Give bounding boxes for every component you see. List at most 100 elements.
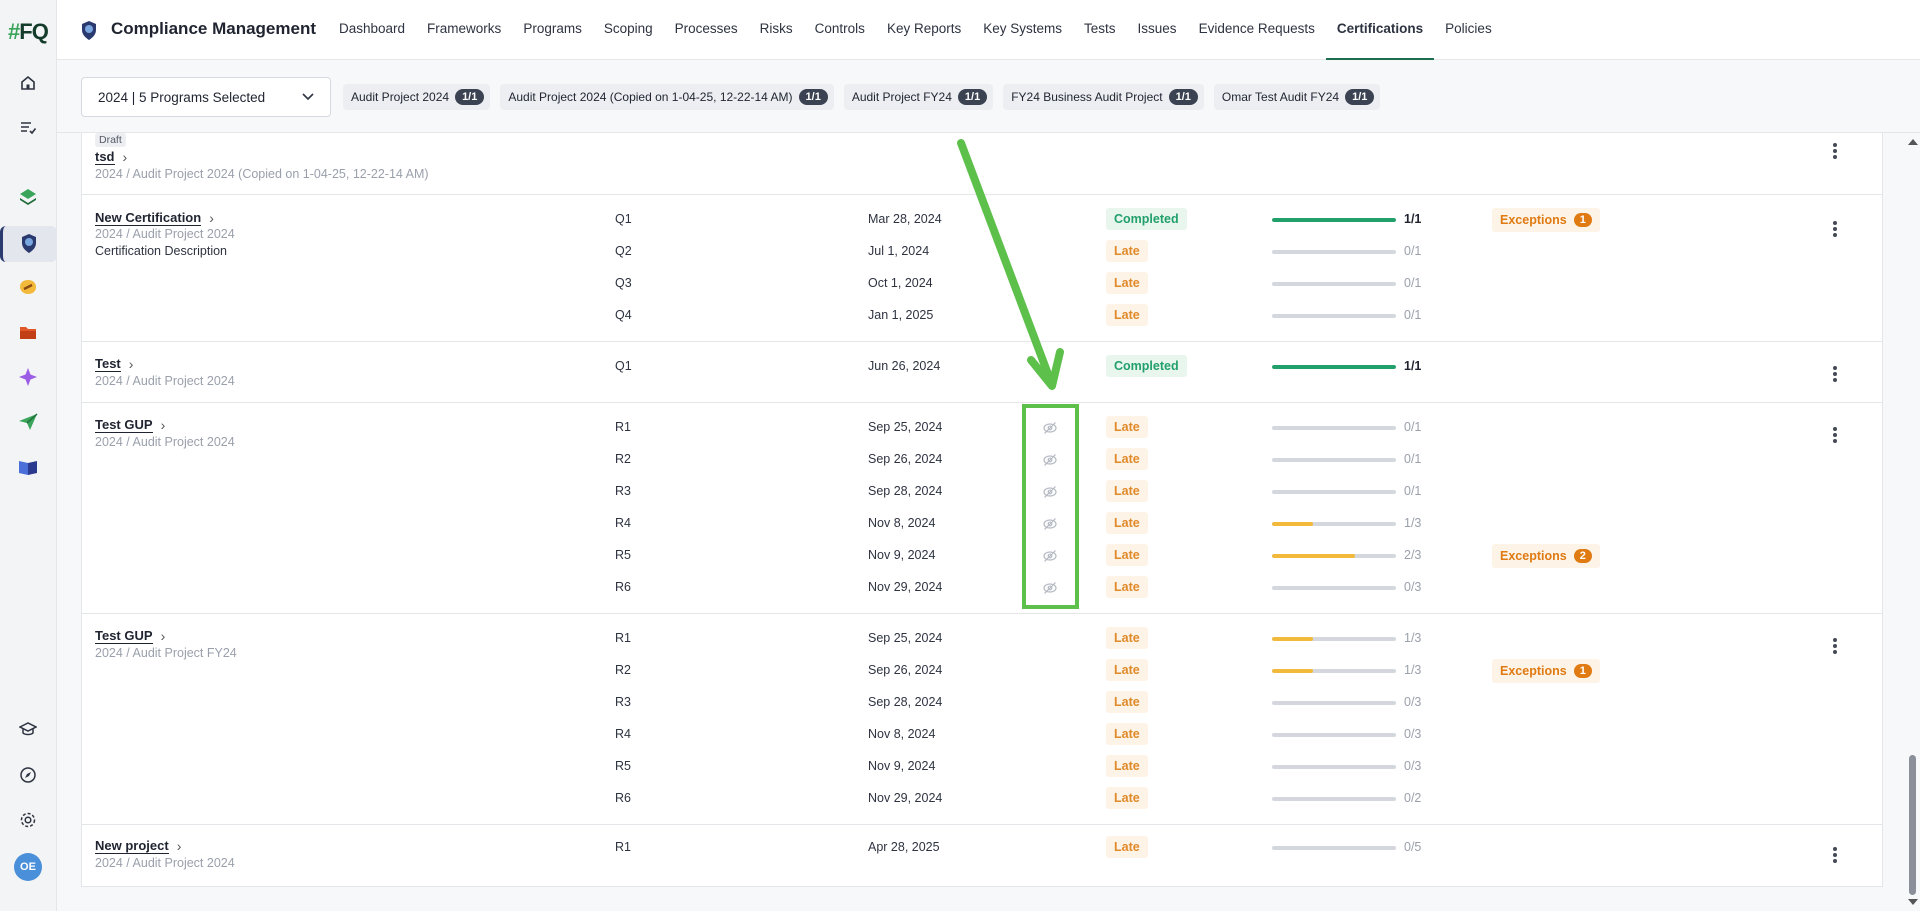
period-row[interactable]: Q3 Oct 1, 2024 Late 0/1	[82, 271, 1882, 297]
user-avatar[interactable]: OE	[14, 853, 42, 881]
tasks-list-icon[interactable]	[14, 113, 42, 141]
exceptions-label: Exceptions	[1500, 213, 1567, 227]
nav-risks[interactable]: Risks	[759, 21, 793, 36]
more-options-icon[interactable]	[1827, 219, 1843, 239]
due-date: Sep 25, 2024	[868, 631, 943, 645]
status-badge: Late	[1106, 576, 1148, 598]
period-row[interactable]: R6 Nov 29, 2024 Late 0/2	[82, 786, 1882, 812]
period-label: R4	[615, 727, 631, 741]
nav-frameworks[interactable]: Frameworks	[427, 21, 502, 36]
nav-scoping[interactable]: Scoping	[603, 21, 653, 36]
progress-bar	[1272, 846, 1396, 850]
certification-title[interactable]: Test GUP ›	[95, 627, 166, 644]
eye-off-icon[interactable]	[1042, 484, 1058, 500]
sparkle-module-icon[interactable]	[14, 363, 42, 391]
progress-count: 0/1	[1404, 484, 1422, 498]
period-row[interactable]: R1 Apr 28, 2025 Late 0/5	[82, 835, 1882, 861]
certification-title[interactable]: Test ›	[95, 355, 134, 372]
eye-off-icon[interactable]	[1042, 452, 1058, 468]
program-chip[interactable]: Audit Project 2024 1/1	[343, 84, 491, 110]
home-icon[interactable]	[14, 69, 42, 97]
nav-programs[interactable]: Programs	[523, 21, 582, 36]
status-badge: Late	[1106, 836, 1148, 858]
more-options-icon[interactable]	[1827, 364, 1843, 384]
period-row[interactable]: R4 Nov 8, 2024 Late 0/3	[82, 722, 1882, 748]
progress-bar	[1272, 218, 1396, 222]
program-selector[interactable]: 2024 | 5 Programs Selected	[81, 77, 331, 117]
period-row[interactable]: R1 Sep 25, 2024 Late 0/1	[82, 415, 1882, 441]
certification-path: 2024 / Audit Project FY24	[95, 646, 237, 660]
period-row[interactable]: R2 Sep 26, 2024 Late 1/3 Exceptions 1	[82, 658, 1882, 684]
progress-count: 0/1	[1404, 308, 1422, 322]
nav-tests[interactable]: Tests	[1084, 21, 1116, 36]
scrollbar-thumb[interactable]	[1909, 755, 1916, 895]
progress-count: 1/3	[1404, 516, 1422, 530]
compass-icon[interactable]	[14, 761, 42, 789]
period-row[interactable]: Q4 Jan 1, 2025 Late 0/1	[82, 303, 1882, 329]
progress-count: 1/3	[1404, 631, 1422, 645]
eye-off-icon[interactable]	[1042, 420, 1058, 436]
period-row[interactable]: R1 Sep 25, 2024 Late 1/3	[82, 626, 1882, 652]
app-logo[interactable]: #FQ	[8, 19, 49, 44]
folder-module-icon[interactable]	[14, 318, 42, 346]
program-chip[interactable]: Audit Project FY24 1/1	[843, 84, 994, 110]
nav-key-reports[interactable]: Key Reports	[886, 21, 962, 36]
exceptions-badge[interactable]: Exceptions 1	[1492, 208, 1600, 232]
scroll-down-arrow-icon[interactable]	[1908, 899, 1918, 905]
period-row[interactable]: Q2 Jul 1, 2024 Late 0/1	[82, 239, 1882, 265]
nav-issues[interactable]: Issues	[1137, 21, 1177, 36]
nav-controls[interactable]: Controls	[814, 21, 865, 36]
period-row[interactable]: Q1 Jun 26, 2024 Completed 1/1	[82, 354, 1882, 380]
more-options-icon[interactable]	[1827, 636, 1843, 656]
eye-off-icon[interactable]	[1042, 516, 1058, 532]
more-options-icon[interactable]	[1827, 845, 1843, 865]
program-chip[interactable]: Omar Test Audit FY24 1/1	[1213, 84, 1381, 110]
nav-certifications[interactable]: Certifications	[1325, 0, 1435, 60]
certification-title[interactable]: New Certification ›	[95, 209, 214, 226]
progress-count: 1/1	[1404, 359, 1422, 373]
period-row[interactable]: R4 Nov 8, 2024 Late 1/3	[82, 511, 1882, 537]
certification-title[interactable]: New project ›	[95, 837, 182, 854]
certification-title[interactable]: tsd ›	[95, 148, 128, 165]
eye-off-icon[interactable]	[1042, 580, 1058, 596]
period-row[interactable]: R3 Sep 28, 2024 Late 0/1	[82, 479, 1882, 505]
program-chip[interactable]: FY24 Business Audit Project 1/1	[1003, 84, 1204, 110]
progress-fill	[1272, 365, 1396, 369]
nav-dashboard[interactable]: Dashboard	[339, 21, 406, 36]
period-row[interactable]: Q1 Mar 28, 2024 Completed 1/1 Exceptions 1	[82, 207, 1882, 233]
nav-evidence-requests[interactable]: Evidence Requests	[1198, 21, 1315, 36]
period-row[interactable]: R5 Nov 9, 2024 Late 2/3 Exceptions 2	[82, 543, 1882, 569]
more-options-icon[interactable]	[1827, 425, 1843, 445]
progress-count: 0/2	[1404, 791, 1422, 805]
period-row[interactable]: R3 Sep 28, 2024 Late 0/3	[82, 690, 1882, 716]
send-module-icon[interactable]	[14, 408, 42, 436]
period-row[interactable]: R6 Nov 29, 2024 Late 0/3	[82, 575, 1882, 601]
certifications-module-icon[interactable]	[0, 226, 57, 262]
program-selector-label: 2024 | 5 Programs Selected	[98, 89, 266, 105]
exceptions-badge[interactable]: Exceptions 1	[1492, 659, 1600, 683]
exceptions-badge[interactable]: Exceptions 2	[1492, 544, 1600, 568]
scroll-up-arrow-icon[interactable]	[1908, 139, 1918, 145]
learning-cap-icon[interactable]	[14, 715, 42, 743]
certification-title[interactable]: Test GUP ›	[95, 416, 166, 433]
certification-group-tsd: Draft tsd › 2024 / Audit Project 2024 (Co…	[82, 133, 1882, 195]
risks-module-icon[interactable]	[14, 273, 42, 301]
nav-processes[interactable]: Processes	[674, 21, 738, 36]
program-chip[interactable]: Audit Project 2024 (Copied on 1-04-25, 1…	[500, 84, 834, 110]
nav-policies[interactable]: Policies	[1445, 21, 1492, 36]
book-module-icon[interactable]	[14, 453, 42, 481]
layers-module-icon[interactable]	[14, 183, 42, 211]
chip-badge: 1/1	[455, 89, 485, 105]
eye-off-icon[interactable]	[1042, 548, 1058, 564]
compliance-shield-icon	[79, 20, 99, 45]
nav-key-systems[interactable]: Key Systems	[983, 21, 1063, 36]
gear-icon[interactable]	[14, 806, 42, 834]
draft-badge: Draft	[95, 133, 126, 147]
progress-bar	[1272, 586, 1396, 590]
period-label: R1	[615, 420, 631, 434]
period-row[interactable]: R2 Sep 26, 2024 Late 0/1	[82, 447, 1882, 473]
progress-fill	[1272, 554, 1355, 558]
page-scrollbar[interactable]	[1904, 133, 1920, 911]
more-options-icon[interactable]	[1827, 141, 1843, 161]
period-row[interactable]: R5 Nov 9, 2024 Late 0/3	[82, 754, 1882, 780]
